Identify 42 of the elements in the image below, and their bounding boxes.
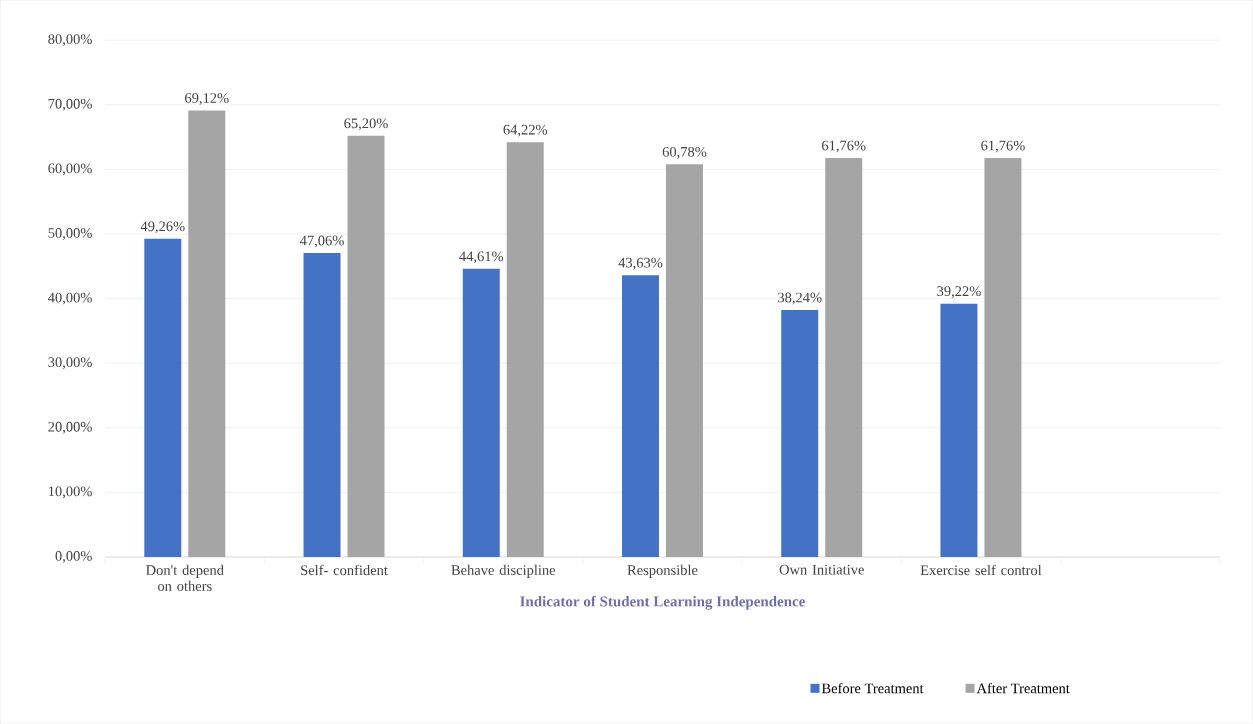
x-tick-label: Own Initiative — [779, 564, 864, 575]
bar — [665, 164, 703, 557]
legend-label: Before Treatment — [821, 682, 924, 694]
x-tick-label: Responsible — [627, 564, 698, 578]
data-label: 61,76% — [822, 140, 866, 153]
bar — [940, 303, 978, 557]
bar — [347, 135, 385, 557]
data-label: 64,22% — [503, 124, 548, 137]
data-label: 38,24% — [778, 292, 822, 305]
y-tick-label: 10,00% — [49, 486, 92, 499]
x-tick-label: Behave discipline — [451, 564, 556, 578]
data-label: 69,12% — [185, 93, 229, 105]
data-label: 43,63% — [618, 257, 663, 270]
x-tick-label: Don't depend on others — [146, 564, 224, 591]
data-label: 49,26% — [140, 221, 185, 234]
bar — [825, 157, 863, 557]
y-tick-label: 30,00% — [48, 357, 92, 370]
y-tick-label: 60,00% — [48, 163, 92, 176]
bar — [303, 252, 341, 557]
x-tick-label: Self- confident — [301, 564, 388, 576]
x-axis-title: Indicator of Student Learning Independence — [520, 595, 805, 610]
bar — [188, 110, 226, 557]
y-tick-label: 50,00% — [48, 227, 92, 240]
data-label: 39,22% — [937, 286, 981, 299]
bar — [984, 157, 1022, 557]
y-tick-label: 70,00% — [48, 98, 92, 111]
data-label: 60,78% — [662, 146, 707, 159]
y-tick-label: 20,00% — [48, 421, 92, 434]
x-tick-label: Exercise self control — [920, 564, 1042, 576]
bar — [622, 275, 659, 557]
bar — [506, 142, 544, 557]
y-tick-label: 0,00% — [55, 551, 92, 563]
y-tick-label: 40,00% — [48, 292, 92, 305]
y-tick-label: 80,00% — [48, 34, 92, 47]
data-label: 61,76% — [981, 140, 1025, 153]
data-label: 47,06% — [299, 235, 344, 248]
data-label: 65,20% — [344, 118, 388, 131]
data-label: 44,61% — [459, 251, 504, 264]
bar — [462, 268, 500, 557]
legend-label: After Treatment — [976, 682, 1070, 694]
bar — [781, 309, 819, 557]
bar — [144, 238, 182, 557]
